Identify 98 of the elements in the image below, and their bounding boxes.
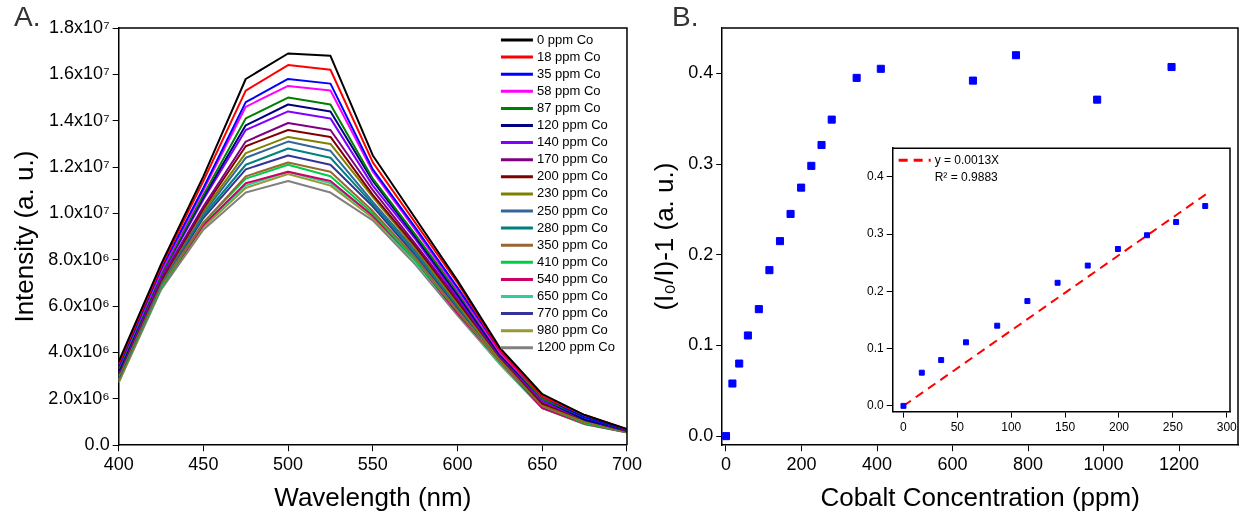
legend-label: 0 ppm Co [536,31,594,47]
point [807,161,816,170]
point [1114,246,1121,252]
chart-title: B. [672,0,699,32]
x-tick-label: 700 [611,453,643,474]
y-tick-label: 1.8x10⁷ [49,16,110,37]
y-tick-label: 2.0x10⁶ [48,387,110,408]
x-tick-label: 300 [1216,420,1238,435]
legend-label: 18 ppm Co [536,48,601,64]
y-tick-label: 0.0 [84,434,110,455]
point [754,305,763,314]
x-tick-label: 150 [1055,420,1076,435]
legend-label: 350 ppm Co [536,236,608,252]
point [852,73,861,82]
x-tick-label: 100 [1001,420,1022,435]
x-tick-label: 200 [786,453,817,474]
x-tick-label: 250 [1162,420,1184,435]
point [735,359,744,368]
legend-label: 170 ppm Co [536,151,608,167]
x-tick-label: 650 [527,453,558,474]
legend-label: 87 ppm Co [536,99,601,115]
legend-label: 650 ppm Co [536,288,608,304]
annotation: R² = 0.9883 [934,169,999,184]
y-tick-label: 0.1 [688,334,714,355]
point [968,76,977,85]
x-tick-label: 500 [273,453,304,474]
x-tick-label: 200 [1108,420,1130,435]
x-tick-label: 400 [862,453,893,474]
x-tick-label: 600 [937,453,968,474]
point [938,357,945,364]
chart-title: A. [14,0,41,32]
point [1011,51,1021,60]
legend-label: 540 ppm Co [536,270,608,286]
x-tick-label: 400 [103,453,134,474]
point [1173,219,1180,226]
y-tick-label: 0.4 [688,62,714,83]
y-tick-label: 4.0x10⁶ [48,341,110,362]
legend-label: 120 ppm Co [536,117,608,133]
y-tick-label: 1.2x10⁷ [49,156,110,177]
point [876,64,885,73]
y-tick-label: 1.6x10⁷ [49,63,110,84]
legend-label: 280 ppm Co [536,219,608,235]
legend-label: 980 ppm Co [536,322,608,338]
point [786,209,795,218]
y-tick-label: 8.0x10⁶ [48,248,110,269]
x-axis-title: Cobalt Concentration (ppm) [820,481,1140,512]
x-tick-label: 600 [442,453,473,474]
point [817,140,826,150]
x-axis-title: Wavelength (nm) [274,481,472,512]
y-tick-label: 0.3 [688,153,714,174]
y-tick-label: 0.1 [866,340,884,355]
point [765,266,774,275]
point [1024,298,1031,305]
x-tick-label: 1000 [1083,453,1124,474]
x-tick-label: 450 [188,453,219,474]
point [775,237,785,246]
legend-label: 410 ppm Co [536,253,608,269]
point [1054,279,1061,286]
legend-label: 58 ppm Co [536,82,601,98]
legend-label: 140 ppm Co [536,134,608,150]
point [918,369,925,376]
point [797,183,806,192]
y-tick-label: 0.4 [866,169,884,184]
legend-label: 250 ppm Co [536,202,608,218]
y-axis-title: Intensity (a. u.) [8,150,39,323]
legend-label: 200 ppm Co [536,168,608,184]
y-tick-label: 0.0 [688,425,714,446]
point [728,379,737,388]
y-tick-label: 1.0x10⁷ [49,202,110,223]
y-tick-label: 0.2 [866,283,884,298]
y-tick-label: 0.2 [688,243,714,264]
point [1202,203,1209,210]
point [743,331,752,340]
x-tick-label: 1200 [1159,453,1200,474]
x-tick-label: 0 [900,420,908,435]
point [1144,232,1150,239]
point [1167,62,1176,72]
y-axis-title: (I₀/I)-1 (a. u.) [648,162,679,311]
x-tick-label: 800 [1013,453,1044,474]
point [1093,95,1102,104]
point [994,322,1001,329]
y-tick-label: 1.4x10⁷ [49,109,110,130]
point [722,432,731,441]
legend-label: 230 ppm Co [536,185,608,201]
legend-label: 1200 ppm Co [536,339,615,355]
x-tick-label: 550 [357,453,388,474]
point [900,402,907,409]
point [962,339,969,346]
point [827,115,836,124]
point [1084,262,1091,269]
y-tick-label: 6.0x10⁶ [48,295,110,316]
x-tick-label: 0 [720,453,732,474]
y-tick-label: 0.3 [866,226,884,241]
legend-label: 770 ppm Co [536,305,608,321]
x-tick-label: 50 [950,420,965,435]
legend-label: y = 0.0013X [934,152,1000,167]
legend-label: 35 ppm Co [536,65,601,81]
y-tick-label: 0.0 [866,398,884,413]
